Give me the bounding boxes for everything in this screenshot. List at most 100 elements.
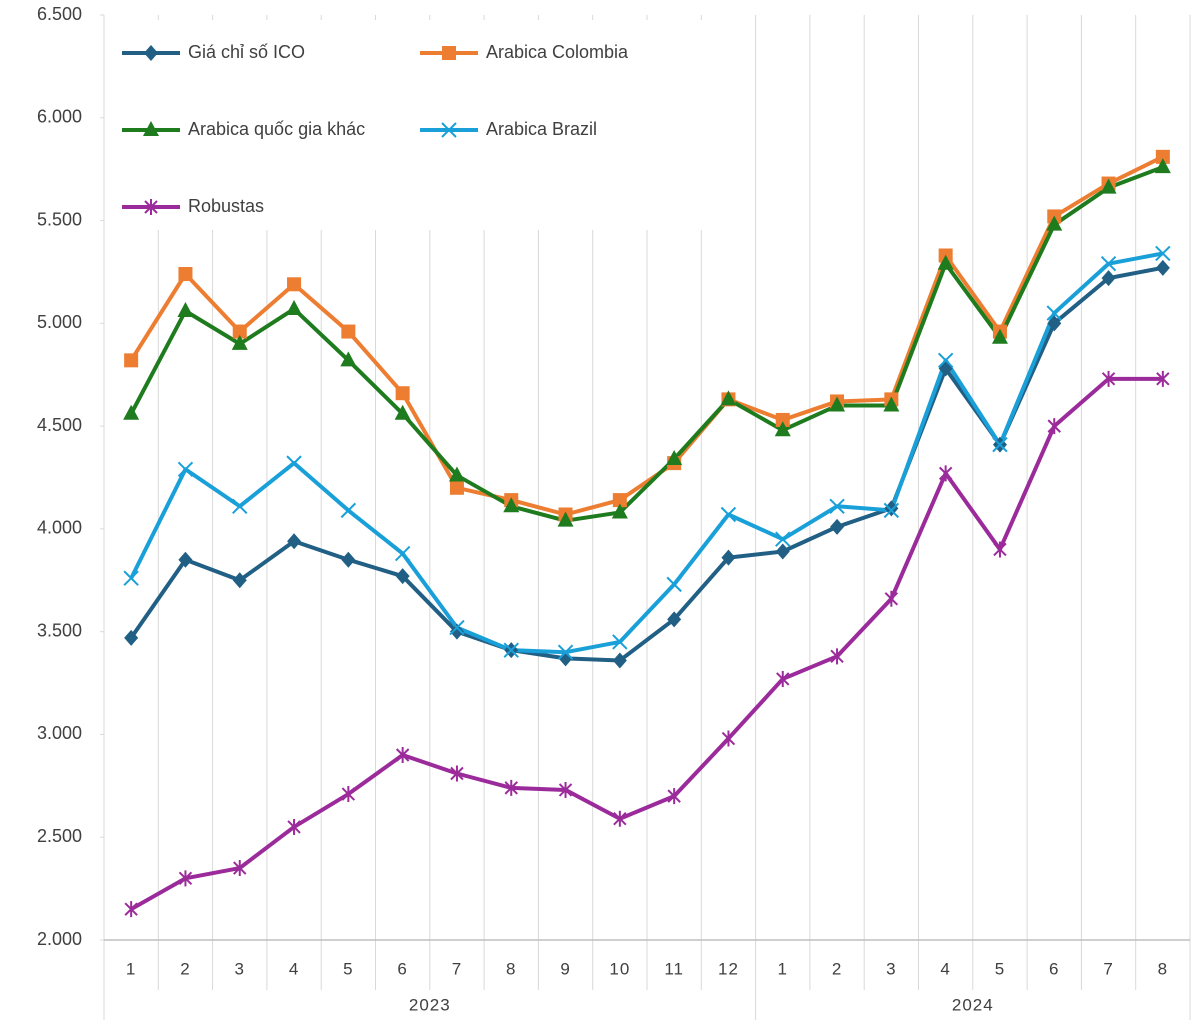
marker	[1100, 256, 1117, 272]
marker	[340, 502, 357, 519]
marker	[883, 502, 900, 519]
x-tick-label: 8	[1158, 959, 1168, 978]
y-tick-label: 6.000	[37, 107, 82, 127]
legend-label: Arabica Colombia	[486, 42, 629, 62]
marker	[442, 46, 456, 60]
marker	[667, 611, 682, 628]
marker	[1156, 370, 1170, 387]
marker	[720, 390, 737, 406]
marker	[124, 901, 138, 918]
x-tick-label: 2	[180, 959, 190, 978]
group-label: 2024	[952, 995, 994, 1014]
y-tick-label: 5.500	[37, 209, 82, 229]
marker	[830, 648, 844, 665]
marker	[448, 466, 465, 482]
marker	[937, 352, 954, 369]
x-tick-label: 5	[995, 959, 1005, 978]
x-tick-label: 4	[289, 959, 299, 978]
y-tick-label: 2.000	[37, 929, 82, 949]
y-tick-label: 3.500	[37, 620, 82, 640]
marker	[394, 404, 411, 420]
marker	[449, 480, 464, 495]
marker	[612, 634, 628, 650]
marker	[177, 461, 194, 477]
marker	[993, 541, 1007, 558]
marker	[340, 351, 357, 367]
marker	[1046, 305, 1062, 321]
series-line	[129, 165, 1164, 523]
legend-label: Arabica quốc gia khác	[188, 119, 365, 139]
marker	[124, 353, 139, 368]
marker	[341, 551, 356, 568]
marker	[233, 860, 247, 877]
legend-item: Arabica Colombia	[420, 42, 629, 62]
marker	[775, 531, 791, 547]
marker	[177, 302, 194, 317]
marker	[720, 506, 737, 523]
marker	[613, 810, 627, 827]
marker	[232, 498, 248, 514]
marker	[1101, 370, 1116, 387]
x-tick-label: 1	[778, 959, 788, 978]
marker	[775, 543, 790, 560]
x-tick-label: 5	[343, 959, 353, 978]
marker	[231, 334, 248, 350]
legend-item: Arabica Brazil	[420, 119, 597, 139]
x-tick-label: 2	[832, 959, 842, 978]
marker	[830, 518, 845, 535]
marker	[449, 623, 464, 640]
marker	[395, 568, 410, 585]
marker	[1155, 149, 1170, 164]
marker	[1101, 270, 1116, 287]
marker	[123, 404, 140, 420]
marker	[178, 267, 193, 281]
marker	[503, 497, 520, 513]
marker	[829, 396, 846, 412]
x-tick-label: 1	[126, 959, 136, 978]
marker	[287, 277, 302, 292]
x-tick-label: 3	[235, 959, 245, 978]
marker	[341, 786, 356, 803]
marker	[287, 533, 302, 550]
x-tick-label: 6	[397, 959, 407, 978]
x-tick-label: 9	[560, 959, 570, 978]
y-tick-label: 3.000	[37, 723, 82, 743]
y-tick-label: 6.500	[37, 4, 82, 24]
series-line	[129, 251, 1164, 655]
marker	[829, 498, 845, 514]
marker	[992, 436, 1008, 453]
marker	[232, 324, 247, 339]
x-tick-label: 4	[940, 959, 950, 978]
marker	[144, 45, 158, 61]
marker	[558, 781, 573, 798]
marker	[667, 788, 681, 805]
marker	[395, 747, 410, 763]
marker	[612, 493, 627, 508]
marker	[612, 652, 627, 669]
marker	[286, 299, 303, 315]
marker	[1047, 418, 1061, 435]
marker	[286, 455, 302, 471]
x-tick-label: 10	[609, 959, 630, 978]
marker	[666, 450, 683, 465]
marker	[1100, 178, 1117, 194]
marker	[884, 590, 899, 607]
marker	[775, 412, 790, 427]
marker	[1046, 215, 1063, 231]
marker	[774, 421, 791, 437]
legend-bg	[110, 20, 710, 230]
marker	[178, 551, 193, 568]
marker	[124, 629, 139, 646]
x-tick-label: 6	[1049, 959, 1059, 978]
marker	[503, 642, 519, 658]
legend-label: Giá chỉ số ICO	[188, 42, 305, 62]
marker	[144, 199, 158, 215]
group-label: 2023	[409, 995, 451, 1014]
y-tick-label: 2.500	[37, 826, 82, 846]
marker	[557, 511, 574, 527]
x-tick-label: 8	[506, 959, 516, 978]
legend-label: Arabica Brazil	[486, 119, 597, 139]
legend-item: Robustas	[122, 196, 264, 216]
marker	[721, 730, 736, 747]
